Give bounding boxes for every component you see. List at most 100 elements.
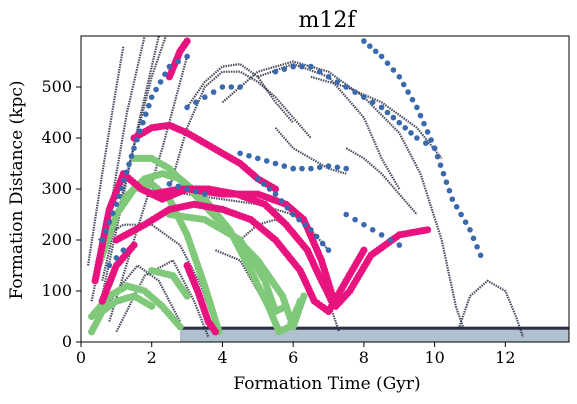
blue-point	[290, 211, 297, 218]
blue-point	[453, 204, 460, 210]
y-tick-label: 500	[41, 77, 72, 96]
blue-point	[113, 201, 120, 208]
blue-point	[405, 89, 411, 95]
blue-point	[409, 96, 416, 103]
x-tick-label: 6	[288, 348, 298, 367]
blue-point	[343, 84, 350, 90]
blue-point	[467, 227, 473, 233]
blue-point	[446, 187, 453, 194]
blue-point	[424, 129, 431, 135]
magenta-point	[271, 185, 280, 193]
blue-point	[143, 111, 149, 117]
blue-point	[157, 79, 164, 85]
blue-point	[384, 109, 391, 116]
blue-point	[378, 104, 385, 111]
background-track	[257, 62, 401, 190]
magenta-point	[328, 297, 336, 305]
green-point	[282, 302, 290, 310]
blue-point	[470, 235, 477, 242]
blue-point	[299, 63, 305, 70]
green-point	[148, 302, 156, 310]
blue-point	[334, 164, 341, 171]
blue-point	[146, 102, 152, 109]
axes: 0 2 4 6 8 10 12 0 100 200 300 400 500	[41, 35, 570, 367]
blue-point	[237, 84, 243, 90]
blue-point	[440, 170, 447, 177]
blue-point	[290, 165, 297, 172]
y-tick-label: 400	[41, 128, 72, 147]
blue-point	[302, 221, 308, 228]
magenta-point	[130, 241, 138, 249]
blue-point	[246, 153, 252, 159]
blue-point	[378, 53, 385, 60]
blue-point	[281, 66, 288, 72]
blue-point	[299, 165, 305, 172]
blue-point	[369, 99, 376, 106]
blue-point	[228, 84, 235, 90]
blue-point	[116, 193, 122, 200]
blue-point	[290, 63, 297, 70]
blue-point	[184, 186, 190, 192]
blue-point	[137, 128, 143, 134]
blue-point	[210, 89, 217, 95]
blue-point	[387, 237, 394, 243]
blue-point	[284, 204, 291, 211]
blue-point	[175, 58, 181, 65]
blue-point	[325, 247, 332, 253]
x-tick-label: 0	[76, 348, 86, 367]
blue-point	[121, 177, 127, 184]
blue-point	[431, 145, 438, 151]
x-tick-label: 4	[217, 348, 227, 367]
blue-point	[390, 114, 397, 121]
blue-point	[369, 227, 376, 233]
blue-point	[325, 163, 332, 169]
blue-point	[352, 216, 358, 223]
blue-point	[120, 247, 127, 253]
blue-point	[417, 112, 424, 119]
background-track	[90, 36, 146, 302]
y-tick-label: 300	[41, 179, 72, 198]
blue-point	[443, 179, 450, 185]
background-track	[168, 70, 312, 190]
background-track	[186, 62, 295, 124]
blue-point	[106, 219, 113, 225]
background-track	[310, 75, 443, 160]
blue-point	[113, 255, 120, 261]
blue-point	[367, 43, 373, 49]
y-tick-label: 0	[62, 332, 72, 351]
blue-point	[352, 89, 358, 95]
blue-point	[361, 94, 367, 100]
blue-point	[421, 120, 427, 127]
blue-point	[193, 99, 199, 106]
blue-point	[281, 163, 288, 169]
chart-title: m12f	[299, 8, 358, 33]
blue-point	[175, 183, 181, 190]
blue-point	[260, 181, 267, 187]
blue-point	[390, 67, 397, 73]
blue-point	[266, 186, 273, 192]
blue-point	[316, 68, 323, 75]
green-point	[300, 292, 308, 300]
background-track	[151, 187, 330, 251]
blue-point	[254, 176, 261, 182]
blue-point	[110, 210, 116, 216]
blue-point	[263, 158, 270, 164]
y-tick-label: 200	[41, 230, 72, 249]
series-magenta	[91, 37, 432, 336]
blue-point	[184, 53, 190, 60]
green-point	[183, 292, 191, 300]
blue-point	[272, 160, 279, 167]
green-point	[176, 323, 184, 331]
blue-point	[153, 86, 159, 93]
magenta-point	[424, 226, 432, 234]
background-track	[115, 258, 210, 338]
blue-point	[103, 228, 109, 234]
blue-point	[477, 252, 484, 259]
blue-point	[334, 79, 341, 85]
blue-point	[308, 165, 314, 172]
magenta-point	[360, 246, 368, 254]
blue-point	[423, 140, 429, 146]
blue-point	[166, 181, 173, 187]
blue-point	[396, 242, 403, 248]
blue-point	[474, 244, 480, 250]
